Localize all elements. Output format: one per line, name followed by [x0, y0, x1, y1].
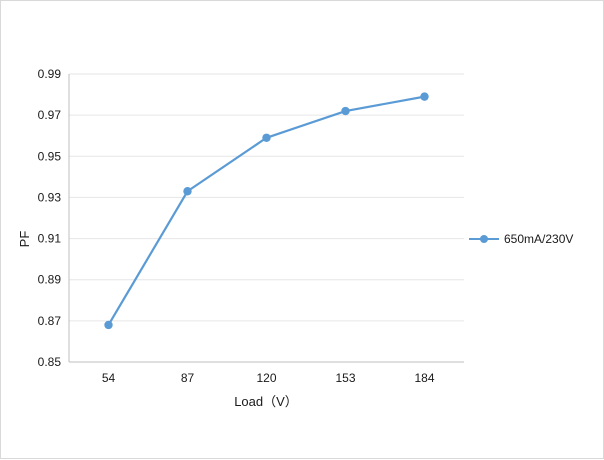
x-tick-label: 87	[181, 371, 195, 385]
y-tick-label: 0.87	[38, 314, 62, 328]
series-layer	[104, 92, 429, 330]
y-tick-label: 0.91	[38, 232, 62, 246]
y-tick-label: 0.97	[38, 108, 62, 122]
legend-label: 650mA/230V	[504, 232, 573, 246]
y-tick-label: 0.89	[38, 273, 62, 287]
gridlines	[68, 73, 464, 363]
data-point	[183, 187, 192, 196]
x-tick-label: 184	[414, 371, 434, 385]
x-tick-label: 54	[102, 371, 116, 385]
x-axis-title: Load（V）	[234, 394, 298, 409]
data-point	[104, 320, 113, 330]
y-axis-ticks: 0.85 0.87 0.89 0.91 0.93 0.95 0.97 0.99	[38, 67, 62, 369]
data-point	[341, 106, 350, 116]
y-tick-label: 0.95	[38, 149, 62, 163]
x-tick-label: 153	[335, 371, 355, 385]
y-tick-label: 0.99	[38, 67, 62, 81]
y-tick-label: 0.93	[38, 190, 62, 204]
data-point	[262, 133, 271, 142]
x-tick-label: 120	[256, 371, 276, 385]
series-line	[107, 95, 425, 326]
data-point	[420, 92, 429, 101]
y-tick-label: 0.85	[38, 355, 62, 369]
legend-point-marker	[480, 235, 488, 243]
y-axis-title: PF	[17, 231, 32, 248]
legend: 650mA/230V	[469, 232, 573, 246]
x-axis-ticks: 54 87 120 153 184	[102, 371, 435, 385]
